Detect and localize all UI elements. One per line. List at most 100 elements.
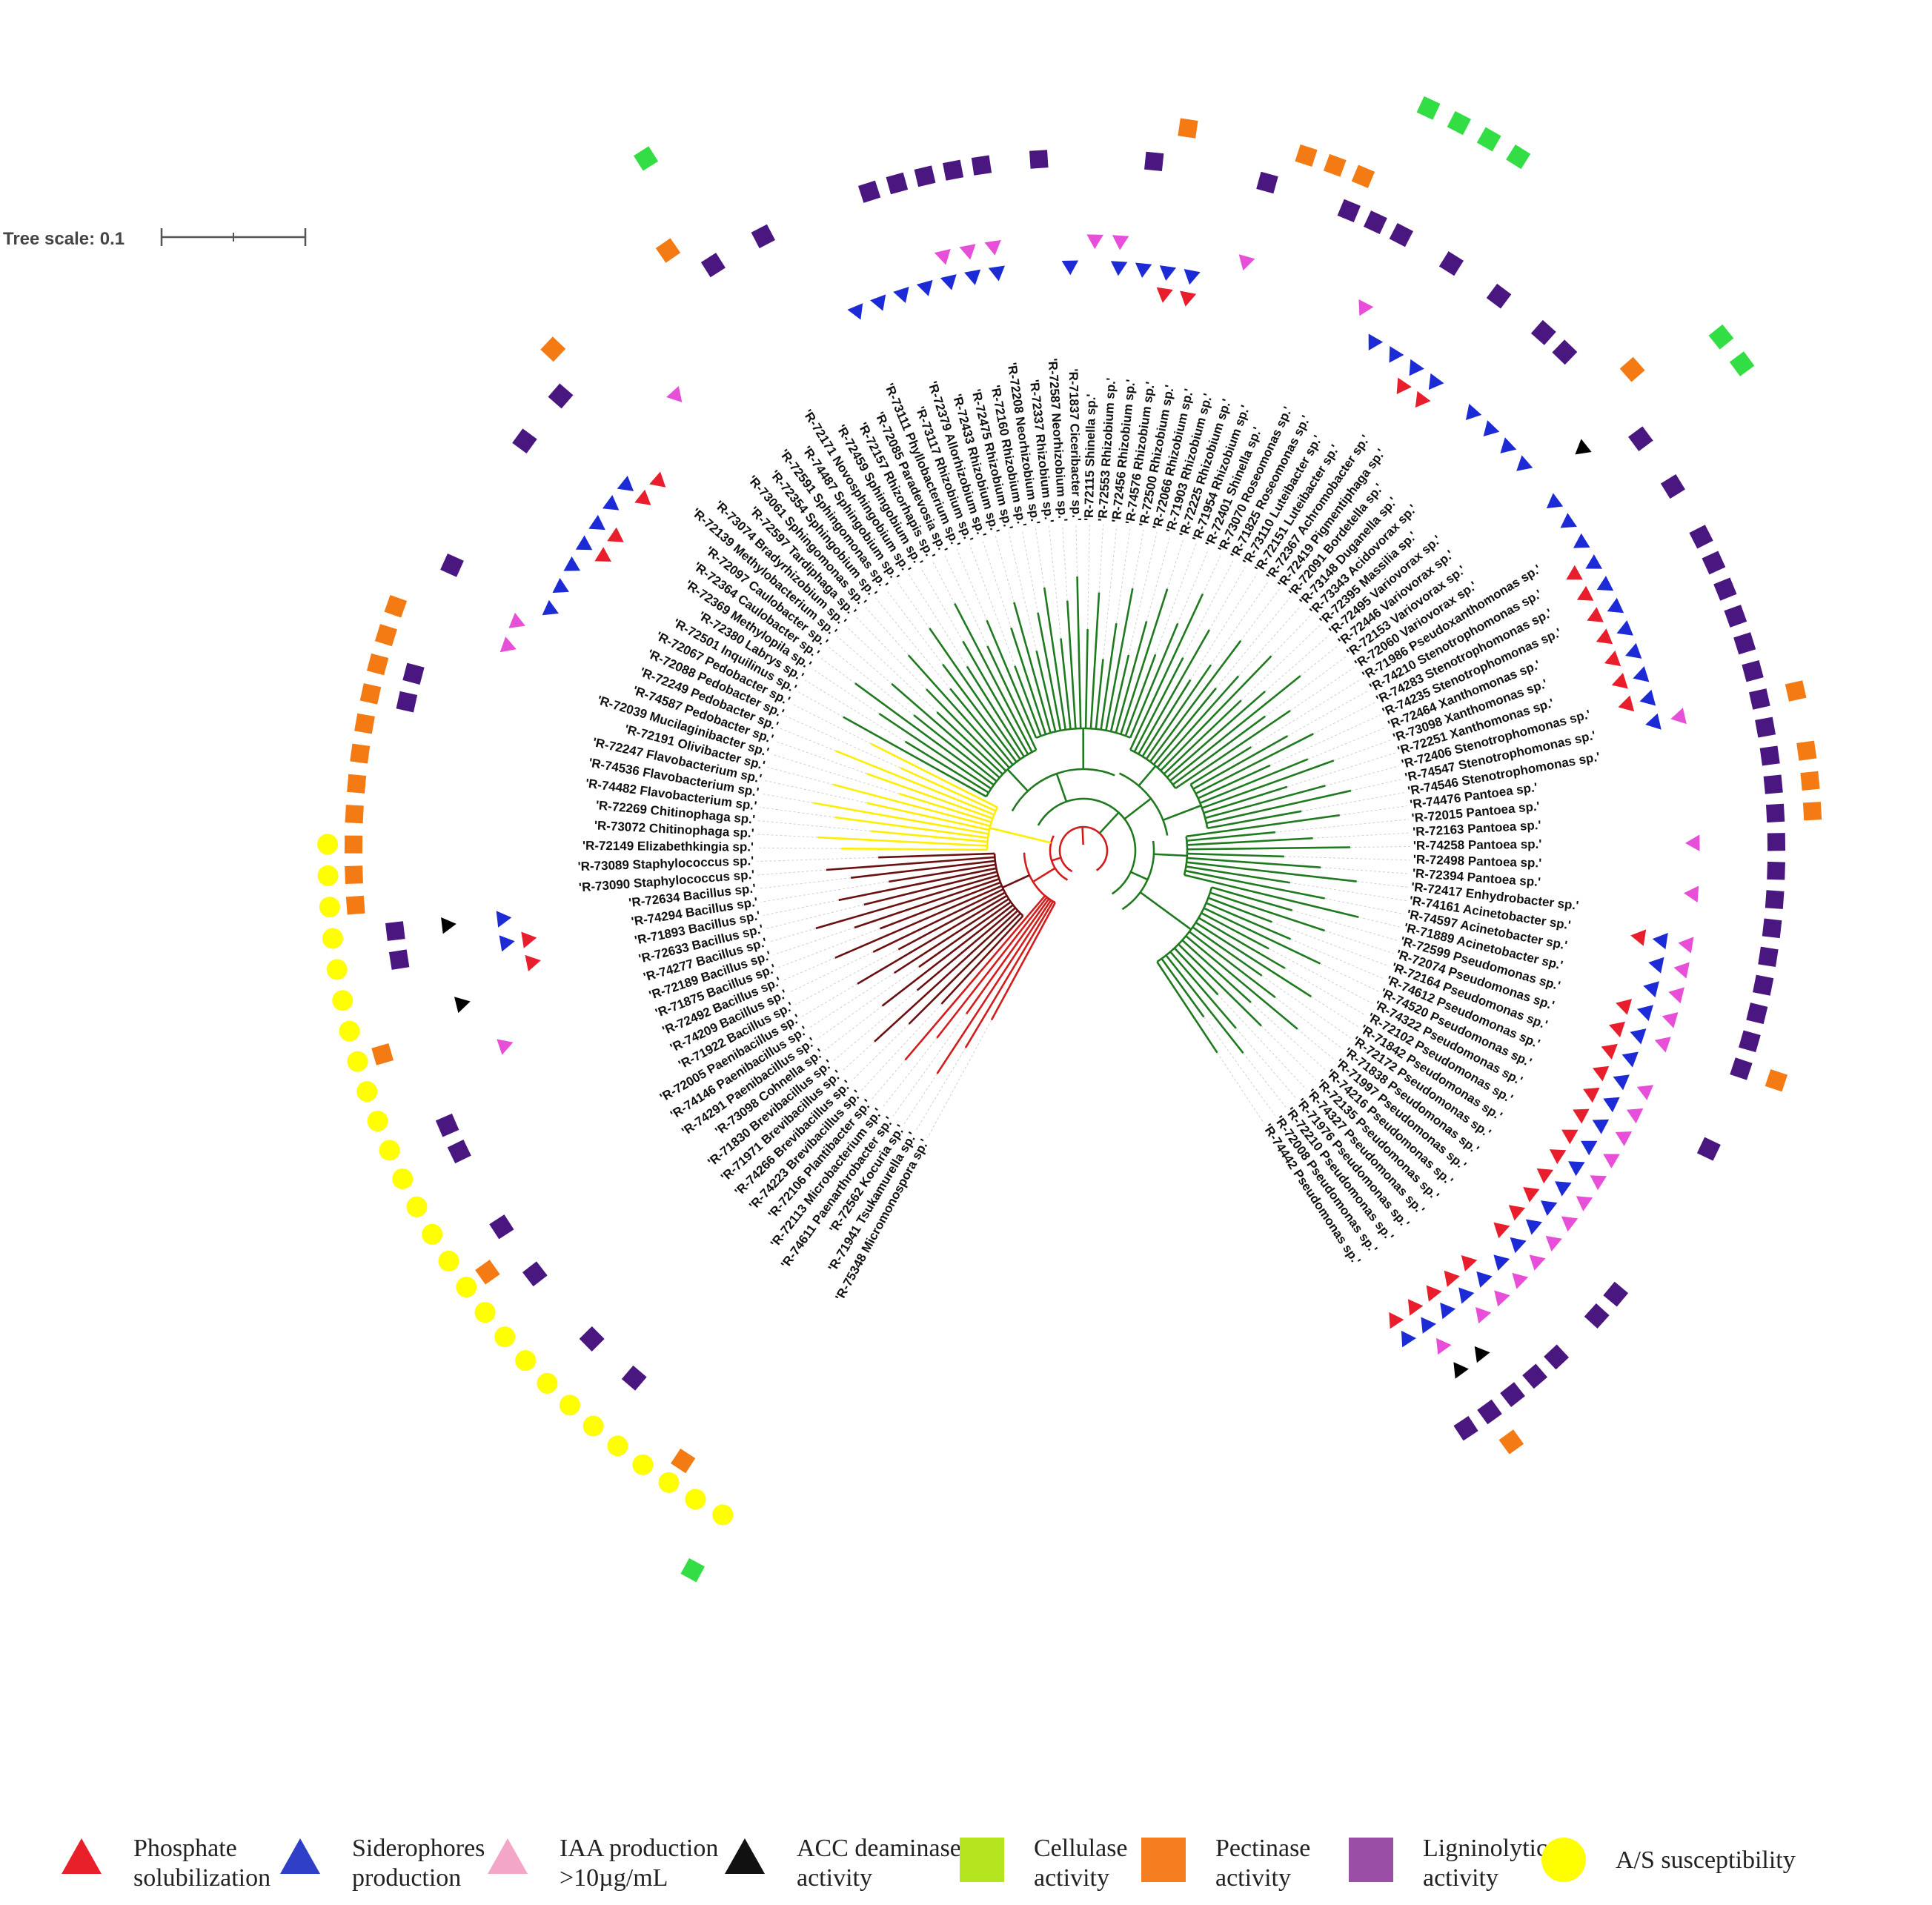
ligninolytic-marker bbox=[1702, 551, 1726, 575]
siderophores-marker bbox=[1643, 981, 1659, 998]
iaa-marker bbox=[934, 249, 951, 265]
as-marker bbox=[406, 1196, 428, 1217]
leaf-guide-line bbox=[1087, 524, 1090, 630]
siderophores-marker bbox=[1389, 346, 1404, 363]
phosphate-marker bbox=[1407, 1299, 1424, 1316]
leaf-guide-line bbox=[824, 1005, 883, 1051]
siderophores-marker bbox=[575, 535, 593, 551]
iaa-marker bbox=[1529, 1254, 1546, 1271]
as-marker bbox=[456, 1277, 477, 1298]
as-marker bbox=[339, 1020, 360, 1042]
leaf-guide-line bbox=[1261, 1025, 1317, 1080]
leaf-branch bbox=[1186, 865, 1290, 884]
phosphate-marker bbox=[525, 954, 541, 971]
leaf-branch bbox=[1203, 907, 1321, 965]
siderophores-marker bbox=[847, 303, 863, 320]
as-marker bbox=[379, 1140, 400, 1161]
siderophores-marker bbox=[1421, 1317, 1436, 1334]
leaf-label: 'R-71837 Ciceribacter sp.' bbox=[1066, 368, 1084, 521]
leaf-guide-line bbox=[1320, 963, 1379, 992]
leaf-guide-line bbox=[1202, 553, 1222, 594]
ligninolytic-marker bbox=[1256, 171, 1278, 194]
leaf-branch bbox=[815, 874, 999, 930]
leaf-branch bbox=[838, 867, 997, 902]
tree-branches bbox=[813, 576, 1359, 1074]
leaf-guide-line bbox=[757, 869, 827, 876]
siderophores-marker bbox=[1625, 642, 1642, 659]
tree-branch-arc bbox=[1035, 727, 1131, 739]
leaf-branch bbox=[1165, 954, 1244, 1054]
leaf-guide-line bbox=[809, 972, 895, 1028]
as-marker bbox=[494, 1326, 516, 1348]
phosphate-marker bbox=[1609, 1021, 1625, 1038]
iaa-marker bbox=[1576, 1196, 1593, 1211]
leaf-guide-line bbox=[1290, 938, 1384, 980]
iaa-marker bbox=[1654, 1037, 1671, 1053]
leaf-guide-line bbox=[1062, 524, 1068, 601]
leaf-guide-line bbox=[1313, 702, 1375, 734]
tree-branch bbox=[1138, 765, 1157, 787]
leaf-branch bbox=[942, 663, 1018, 763]
legend-label: activity bbox=[1215, 1864, 1291, 1892]
siderophores-marker bbox=[1630, 1028, 1647, 1045]
siderophores-marker bbox=[964, 269, 981, 285]
phosphate-marker bbox=[1593, 1065, 1610, 1082]
ligninolytic-marker bbox=[1746, 1003, 1768, 1025]
leaf-branch bbox=[1084, 629, 1089, 729]
ligninolytic-marker bbox=[1742, 659, 1764, 682]
siderophores-marker bbox=[1546, 493, 1564, 509]
leaf-branch bbox=[854, 878, 1000, 929]
phosphate-marker bbox=[1573, 1108, 1590, 1124]
leaf-branch bbox=[1178, 943, 1262, 1027]
leaf-branch bbox=[1207, 897, 1272, 923]
legend-label: activity bbox=[1423, 1864, 1498, 1892]
ligninolytic-marker bbox=[858, 180, 881, 203]
siderophores-marker bbox=[496, 911, 512, 928]
leaf-branch bbox=[1169, 951, 1237, 1029]
leaf-guide-line bbox=[851, 1023, 909, 1082]
leaf-guide-line bbox=[1272, 921, 1390, 967]
ligninolytic-marker bbox=[1766, 803, 1785, 823]
tree-branch bbox=[1123, 797, 1152, 820]
leaf-branch bbox=[1109, 654, 1130, 732]
iaa-marker bbox=[1670, 708, 1687, 725]
as-marker bbox=[326, 959, 348, 980]
leaf-guide-line bbox=[1021, 529, 1038, 613]
leaf-branch bbox=[940, 915, 1024, 1005]
ligninolytic-marker bbox=[1603, 1281, 1629, 1307]
siderophores-marker bbox=[1568, 1161, 1585, 1177]
as-marker bbox=[319, 897, 340, 918]
cellulase-marker bbox=[1416, 96, 1441, 120]
legend-label: Phosphate bbox=[133, 1835, 237, 1862]
siderophores-marker bbox=[940, 274, 957, 290]
leaf-branch bbox=[1149, 639, 1242, 762]
ligninolytic-marker bbox=[1029, 150, 1049, 169]
leaf-guide-line bbox=[969, 544, 1015, 666]
leaf-branch bbox=[926, 688, 1007, 772]
pectinase-legend-symbol bbox=[1141, 1838, 1186, 1882]
leaf-guide-line bbox=[1275, 997, 1344, 1050]
siderophores-marker bbox=[1613, 1074, 1630, 1091]
leaf-guide-line bbox=[1268, 948, 1373, 1004]
phosphate-marker bbox=[1415, 390, 1431, 408]
leaf-guide-line bbox=[1166, 539, 1184, 589]
leaf-guide-line bbox=[871, 1060, 906, 1100]
leaf-branch bbox=[1189, 931, 1276, 999]
leaf-branch bbox=[871, 830, 988, 843]
phosphate-marker bbox=[1389, 1311, 1404, 1329]
ligninolytic-marker bbox=[1363, 210, 1387, 234]
leaf-guide-line bbox=[780, 728, 837, 751]
ligninolytic-marker bbox=[914, 165, 936, 187]
leaf-branch bbox=[936, 900, 1052, 1074]
leaf-guide-line bbox=[1300, 645, 1338, 676]
leaf-branch bbox=[1192, 735, 1289, 790]
leaf-guide-line bbox=[778, 928, 880, 968]
siderophores-marker bbox=[1592, 1119, 1610, 1134]
iaa-marker bbox=[1545, 1235, 1562, 1251]
leaf-branch bbox=[850, 860, 995, 879]
leaf-branch bbox=[1115, 621, 1148, 734]
iaa-legend-symbol bbox=[488, 1838, 528, 1874]
leaf-guide-line bbox=[1339, 805, 1407, 816]
as-marker bbox=[317, 834, 339, 855]
as-marker bbox=[537, 1372, 558, 1394]
